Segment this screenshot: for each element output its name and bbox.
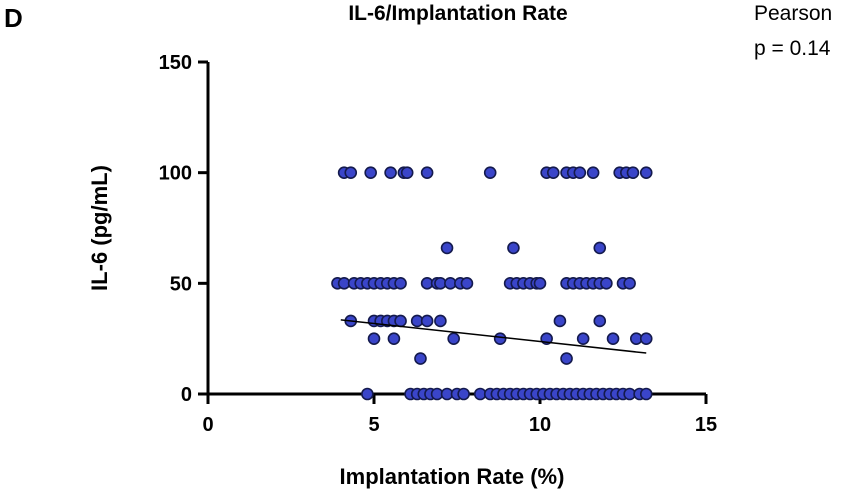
y-axis-label: IL-6 (pg/mL) [87,165,112,291]
data-point [420,314,434,328]
data-point [576,332,590,345]
y-tick-label: 100 [159,163,192,185]
chart-title: IL-6/Implantation Rate [348,2,567,25]
y-tick-label: 50 [170,273,192,295]
data-point [457,387,470,401]
stat-test-label: Pearson [754,2,832,25]
stat-p-value: p = 0.14 [754,37,831,60]
data-point [600,277,613,290]
data-point [593,241,607,255]
data-point [546,166,560,179]
axes: 0 50 100 150 0 5 10 15 [159,52,718,436]
x-tick-label: 15 [695,414,717,436]
data-point [361,387,374,401]
data-point [626,166,640,179]
data-point [394,277,407,290]
data-point [364,166,377,179]
x-axis-label: Implantation Rate (%) [340,464,565,489]
data-point [440,241,454,255]
data-point [560,352,573,365]
trendline [340,319,647,354]
data-point [384,166,397,179]
data-point [387,332,401,345]
data-point [460,277,474,290]
data-point [623,277,636,290]
data-point [344,166,358,179]
panel-letter: D [4,3,23,33]
data-point [533,277,547,290]
x-tick-label: 5 [368,414,379,436]
data-point [483,166,497,179]
data-point [420,166,434,179]
data-point [434,314,447,328]
data-point [639,332,653,345]
data-point [507,241,520,255]
data-points [331,166,653,401]
x-tick-label: 0 [202,414,213,436]
data-point [394,314,407,328]
data-point [606,332,620,345]
data-point [553,314,567,328]
y-tick-label: 0 [181,384,192,406]
data-point [493,332,507,345]
data-point [414,352,427,365]
data-point [400,166,414,179]
data-point [639,166,653,179]
data-point [447,332,460,345]
data-point [586,166,600,179]
data-point [593,314,607,328]
data-point [573,166,587,179]
data-point [639,387,653,401]
y-tick-label: 150 [159,52,192,74]
trendline-group [340,319,647,354]
x-tick-label: 10 [529,414,551,436]
data-point [367,332,381,345]
